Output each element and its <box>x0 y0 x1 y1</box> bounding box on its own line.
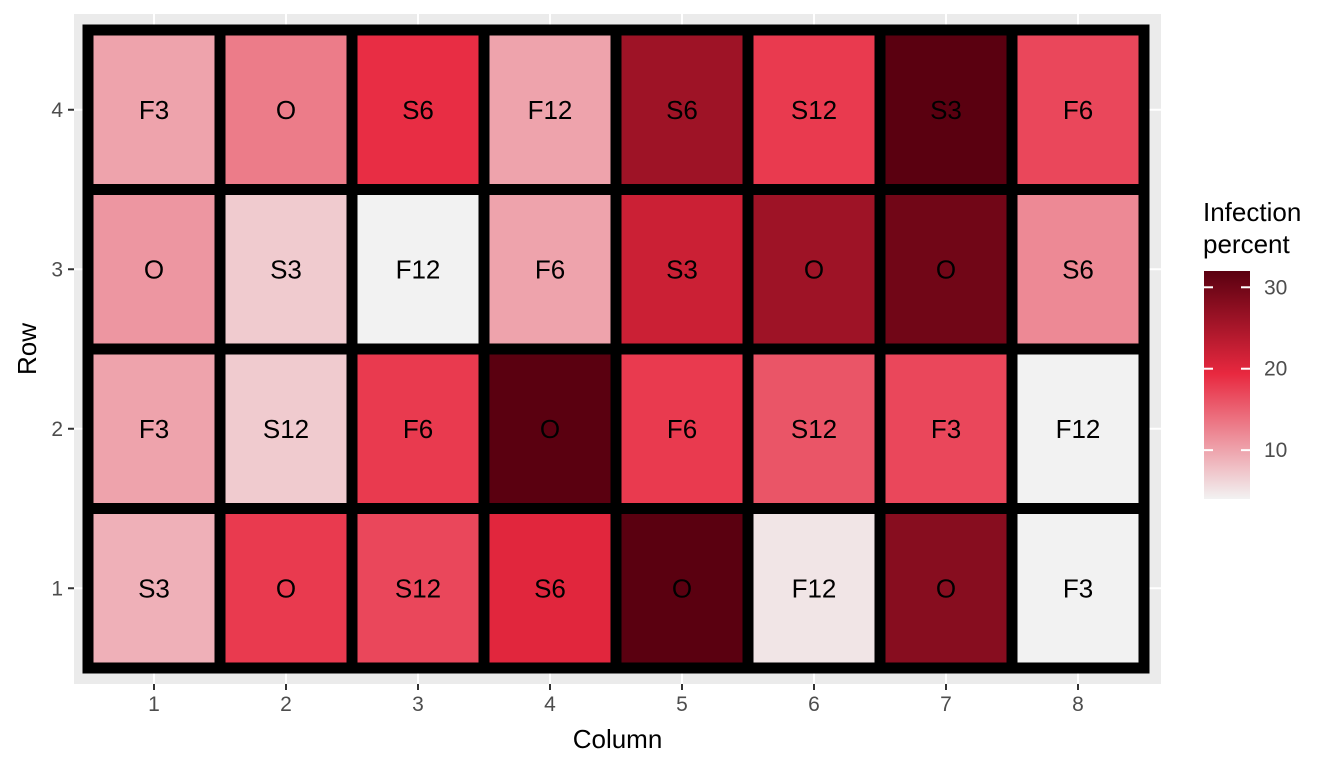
x-tick-label: 7 <box>940 693 952 716</box>
cell-label: O <box>936 573 956 603</box>
heatmap-cell <box>346 343 490 514</box>
cell-label: S6 <box>666 95 698 125</box>
legend-title-line-2: percent <box>1203 229 1290 259</box>
cell-label: F12 <box>528 95 573 125</box>
cell-label: F12 <box>396 254 441 284</box>
cell-label: F6 <box>1063 95 1093 125</box>
x-tick-label: 4 <box>544 693 556 716</box>
y-axis: 1 2 3 4 <box>51 99 74 600</box>
heatmap-cells <box>82 24 1150 674</box>
cell-label: O <box>804 254 824 284</box>
cell-label: O <box>276 95 296 125</box>
legend-colorbar <box>1204 271 1250 499</box>
cell-labels: F3 O S6 F12 S6 S12 S3 F6 O S3 F12 F6 S3 O O S6 F3 S12 F6 O F… <box>138 95 1100 604</box>
heatmap-cell <box>82 343 226 514</box>
cell-label: S3 <box>270 254 302 284</box>
cell-label: F12 <box>792 573 837 603</box>
heatmap-cell <box>346 503 490 674</box>
heatmap-cell <box>610 503 754 674</box>
legend-tick-label: 20 <box>1264 358 1287 381</box>
cell-label: F6 <box>667 414 697 444</box>
cell-label: F3 <box>1063 573 1093 603</box>
x-tick-label: 5 <box>676 693 688 716</box>
x-axis-title: Column <box>573 724 663 754</box>
heatmap-cell <box>742 184 886 355</box>
x-tick-label: 2 <box>280 693 292 716</box>
y-tick-label: 4 <box>51 99 63 122</box>
legend-title-line-1: Infection <box>1203 197 1301 227</box>
heatmap-cell <box>478 503 622 674</box>
cell-label: F3 <box>139 414 169 444</box>
cell-label: S3 <box>138 573 170 603</box>
legend: Infection percent 10 20 30 <box>1203 197 1301 499</box>
x-tick-label: 3 <box>412 693 424 716</box>
x-tick-label: 6 <box>808 693 820 716</box>
cell-label: O <box>144 254 164 284</box>
cell-label: S12 <box>263 414 309 444</box>
cell-label: S3 <box>666 254 698 284</box>
y-tick-label: 2 <box>51 418 63 441</box>
cell-label: F12 <box>1056 414 1101 444</box>
cell-label: S12 <box>395 573 441 603</box>
x-tick-label: 1 <box>148 693 160 716</box>
cell-label: O <box>276 573 296 603</box>
cell-label: S6 <box>1062 254 1094 284</box>
legend-tick-label: 30 <box>1264 276 1287 299</box>
cell-label: F6 <box>403 414 433 444</box>
heatmap-cell <box>82 24 226 195</box>
cell-label: F6 <box>535 254 565 284</box>
heatmap-cell <box>742 503 886 674</box>
y-tick-label: 3 <box>51 258 63 281</box>
cell-label: S6 <box>402 95 434 125</box>
cell-label: S3 <box>930 95 962 125</box>
cell-label: O <box>540 414 560 444</box>
legend-tick-label: 10 <box>1264 439 1287 462</box>
cell-label: S6 <box>534 573 566 603</box>
cell-label: S12 <box>791 95 837 125</box>
cell-label: O <box>672 573 692 603</box>
y-tick-label: 1 <box>51 577 63 600</box>
y-axis-title: Row <box>12 323 42 375</box>
x-tick-label: 8 <box>1072 693 1084 716</box>
legend-ticks: 10 20 30 <box>1204 276 1287 462</box>
heatmap-cell <box>346 24 490 195</box>
cell-label: O <box>936 254 956 284</box>
cell-label: F3 <box>139 95 169 125</box>
cell-label: F3 <box>931 414 961 444</box>
heatmap-cell <box>1006 503 1150 674</box>
x-axis: 1 2 3 4 5 6 7 8 <box>148 684 1084 716</box>
cell-label: S12 <box>791 414 837 444</box>
